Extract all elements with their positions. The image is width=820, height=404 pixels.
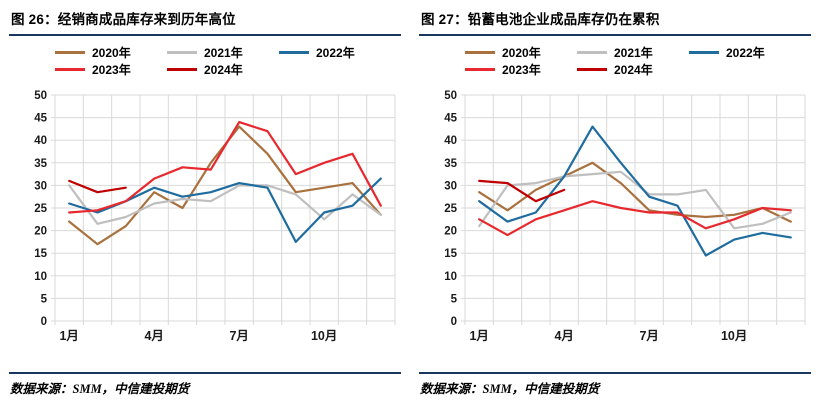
- series-line-2024: [478, 179, 566, 203]
- legend-item-2024: 2024年: [167, 61, 279, 78]
- y-axis-tick-label: 40: [444, 135, 457, 147]
- y-axis-tick-label: 35: [34, 158, 47, 170]
- legend-label: 2020年: [502, 46, 541, 60]
- series-line-2024: [68, 179, 127, 194]
- y-axis-tick-label: 40: [34, 135, 47, 147]
- legend-label: 2022年: [316, 46, 355, 60]
- legend-item-2022: 2022年: [279, 44, 391, 61]
- y-axis-tick-label: 45: [444, 113, 457, 125]
- legend-line-swatch: [577, 51, 607, 54]
- legend-item-2021: 2021年: [167, 44, 279, 61]
- figure-26-title-rule: [9, 34, 401, 36]
- legend-label: 2022年: [726, 46, 765, 60]
- figure-26-panel: 图 26：经销商成品库存来到历年高位 2020年 2021年 2022年 2023年 2…: [9, 12, 401, 396]
- y-axis-tick-label: 35: [444, 158, 457, 170]
- y-axis-tick-label: 0: [41, 316, 47, 328]
- x-axis-tick-label: 1月: [59, 329, 78, 343]
- legend-item-2022: 2022年: [689, 44, 801, 61]
- legend-item-2021: 2021年: [577, 44, 689, 61]
- legend-line-swatch: [465, 51, 495, 54]
- y-axis-tick-label: 20: [34, 226, 47, 238]
- legend-item-2023: 2023年: [465, 61, 577, 78]
- legend-line-swatch: [689, 51, 719, 54]
- y-axis-tick-label: 25: [444, 203, 457, 215]
- legend-label: 2024年: [204, 63, 243, 77]
- figure-26-line-chart: 0 5 10 15 20 25 30 35 40 45 50 1月 4月 7月 10月: [34, 90, 396, 343]
- y-axis-tick-label: 15: [444, 248, 457, 260]
- series-line-2022: [478, 125, 792, 257]
- legend-label: 2021年: [204, 46, 243, 60]
- legend-line-swatch: [279, 51, 309, 54]
- legend-item-2020: 2020年: [465, 44, 577, 61]
- figure-27-title: 图 27：铅蓄电池企业成品库存仍在累积: [421, 12, 660, 27]
- figure-26-legend: 2020年 2021年 2022年 2023年 2024年: [55, 44, 399, 78]
- y-axis-tick-label: 20: [444, 226, 457, 238]
- y-axis-tick-label: 30: [444, 180, 457, 192]
- x-axis-tick-label: 10月: [311, 329, 337, 343]
- legend-item-2023: 2023年: [55, 61, 167, 78]
- x-axis-tick-label: 4月: [554, 329, 573, 343]
- figure-27-title-rule: [419, 34, 811, 36]
- legend-line-swatch: [55, 68, 85, 71]
- figure-27-legend: 2020年 2021年 2022年 2023年 2024年: [465, 44, 809, 78]
- series-line-2023: [478, 200, 792, 237]
- x-axis-tick-label: 1月: [469, 329, 488, 343]
- y-axis-tick-label: 30: [34, 180, 47, 192]
- series-line-2021: [478, 170, 792, 230]
- series-line-2020: [478, 161, 792, 223]
- y-axis-tick-label: 5: [41, 293, 48, 305]
- legend-line-swatch: [465, 68, 495, 71]
- figure-27-footer-rule: [419, 372, 811, 374]
- x-axis-tick-label: 7月: [639, 329, 658, 343]
- y-axis-tick-label: 15: [34, 248, 47, 260]
- figure-26-data-source: 数据来源：SMM，中信建投期货: [10, 382, 190, 396]
- y-axis-tick-label: 50: [34, 90, 47, 102]
- y-axis-tick-label: 0: [451, 316, 457, 328]
- figure-27-data-source: 数据来源：SMM，中信建投期货: [420, 382, 600, 396]
- y-axis-tick-label: 10: [34, 271, 47, 283]
- legend-line-swatch: [167, 51, 197, 54]
- figure-27-panel: 图 27：铅蓄电池企业成品库存仍在累积 2020年 2021年 2022年 2023年…: [410, 0, 820, 404]
- legend-item-2020: 2020年: [55, 44, 167, 61]
- y-axis-tick-label: 5: [451, 293, 458, 305]
- legend-line-swatch: [577, 68, 607, 71]
- y-axis-tick-label: 10: [444, 271, 457, 283]
- y-axis-tick-label: 25: [34, 203, 47, 215]
- series-line-2021: [68, 184, 382, 225]
- x-axis-tick-label: 7月: [229, 329, 248, 343]
- figure-26-footer-rule: [9, 372, 401, 374]
- legend-label: 2020年: [92, 46, 131, 60]
- y-axis-tick-label: 45: [34, 113, 47, 125]
- legend-label: 2023年: [502, 63, 541, 77]
- legend-label: 2021年: [614, 46, 653, 60]
- x-axis-tick-label: 4月: [144, 329, 163, 343]
- legend-line-swatch: [55, 51, 85, 54]
- y-axis-tick-label: 50: [444, 90, 457, 102]
- legend-line-swatch: [167, 68, 197, 71]
- x-axis-tick-label: 10月: [721, 329, 747, 343]
- legend-label: 2023年: [92, 63, 131, 77]
- series-line-2023: [68, 120, 382, 214]
- legend-item-2024: 2024年: [577, 61, 689, 78]
- figure-26-title: 图 26：经销商成品库存来到历年高位: [11, 12, 236, 27]
- legend-label: 2024年: [614, 63, 653, 77]
- figure-27-line-chart: 0 5 10 15 20 25 30 35 40 45 50 1月 4月 7月 10月: [444, 90, 806, 343]
